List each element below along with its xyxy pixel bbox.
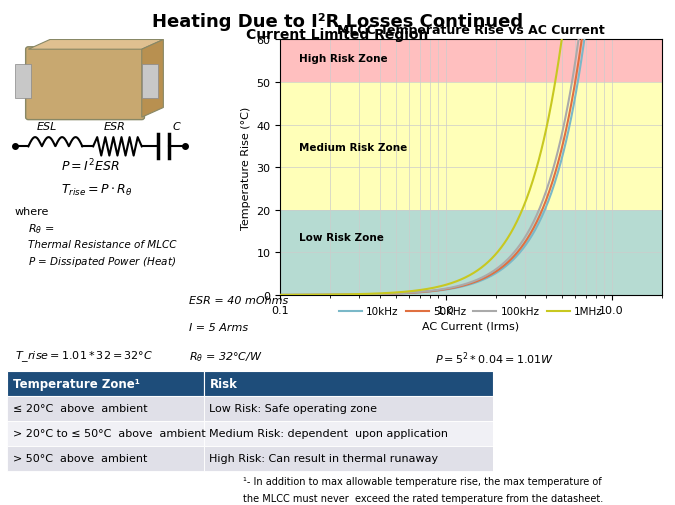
Text: C: C [173,122,181,132]
Text: $P = 5^2 * 0.04 = 1.01W$: $P = 5^2 * 0.04 = 1.01W$ [435,350,554,367]
Bar [204,396,493,421]
Bar [204,446,493,471]
Text: Risk: Risk [209,377,238,390]
Bar [7,421,204,446]
Text: High Risk Zone: High Risk Zone [299,54,387,64]
Text: > 20°C to ≤ 50°C  above  ambient: > 20°C to ≤ 50°C above ambient [13,428,205,438]
Text: ESR = 40 mOhms: ESR = 40 mOhms [189,295,288,306]
Text: Thermal Resistance of MLCC: Thermal Resistance of MLCC [28,240,177,249]
Text: ¹- In addition to max allowable temperature rise, the max temperature of: ¹- In addition to max allowable temperat… [243,476,601,486]
Y-axis label: Temperature Rise (°C): Temperature Rise (°C) [241,107,250,229]
Text: $P$ = Dissipated Power (Heat): $P$ = Dissipated Power (Heat) [28,255,176,269]
Text: Heating Due to I²R Losses Continued: Heating Due to I²R Losses Continued [152,13,523,31]
Bar [7,396,204,421]
Text: the MLCC must never  exceed the rated temperature from the datasheet.: the MLCC must never exceed the rated tem… [243,493,603,503]
Bar [280,83,662,211]
Text: $R_\theta$ =: $R_\theta$ = [28,222,55,236]
Bar [7,371,204,396]
Text: ≤ 20°C  above  ambient: ≤ 20°C above ambient [13,403,147,414]
Text: High Risk: Can result in thermal runaway: High Risk: Can result in thermal runaway [209,453,439,464]
Text: $P = I^2ESR$: $P = I^2ESR$ [61,158,119,174]
Text: ESR: ESR [104,122,126,132]
Bar [7,446,204,471]
Text: where: where [15,207,49,217]
Text: Low Risk Zone: Low Risk Zone [299,232,384,242]
Bar [142,65,158,98]
Bar [280,40,662,83]
Text: I = 5 Arms: I = 5 Arms [189,323,248,333]
Title: MLCC Temperature Rise vs AC Current: MLCC Temperature Rise vs AC Current [337,24,605,36]
Bar [280,211,662,295]
Text: Medium Risk: dependent  upon application: Medium Risk: dependent upon application [209,428,448,438]
Bar [204,371,493,396]
FancyBboxPatch shape [26,47,144,120]
Text: ESL: ESL [37,122,57,132]
Legend: 10kHz, 50KHz, 100kHz, 1MHz: 10kHz, 50KHz, 100kHz, 1MHz [335,302,607,321]
Text: Temperature Zone¹: Temperature Zone¹ [13,377,140,390]
X-axis label: AC Current (Irms): AC Current (Irms) [423,321,519,331]
Bar [204,421,493,446]
Text: Medium Risk Zone: Medium Risk Zone [299,143,407,153]
Polygon shape [28,40,163,50]
Bar [15,65,31,98]
Polygon shape [142,40,163,118]
Text: Current Limited Region: Current Limited Region [246,28,429,42]
Text: $T_{rise} = P \cdot R_\theta$: $T_{rise} = P \cdot R_\theta$ [61,182,132,197]
Text: Low Risk: Safe operating zone: Low Risk: Safe operating zone [209,403,377,414]
Text: $T\_rise = 1.01 * 32 = 32°C$: $T\_rise = 1.01 * 32 = 32°C$ [15,348,153,364]
Text: $R_\theta$ = 32°C/W: $R_\theta$ = 32°C/W [189,350,263,364]
Text: > 50°C  above  ambient: > 50°C above ambient [13,453,147,464]
